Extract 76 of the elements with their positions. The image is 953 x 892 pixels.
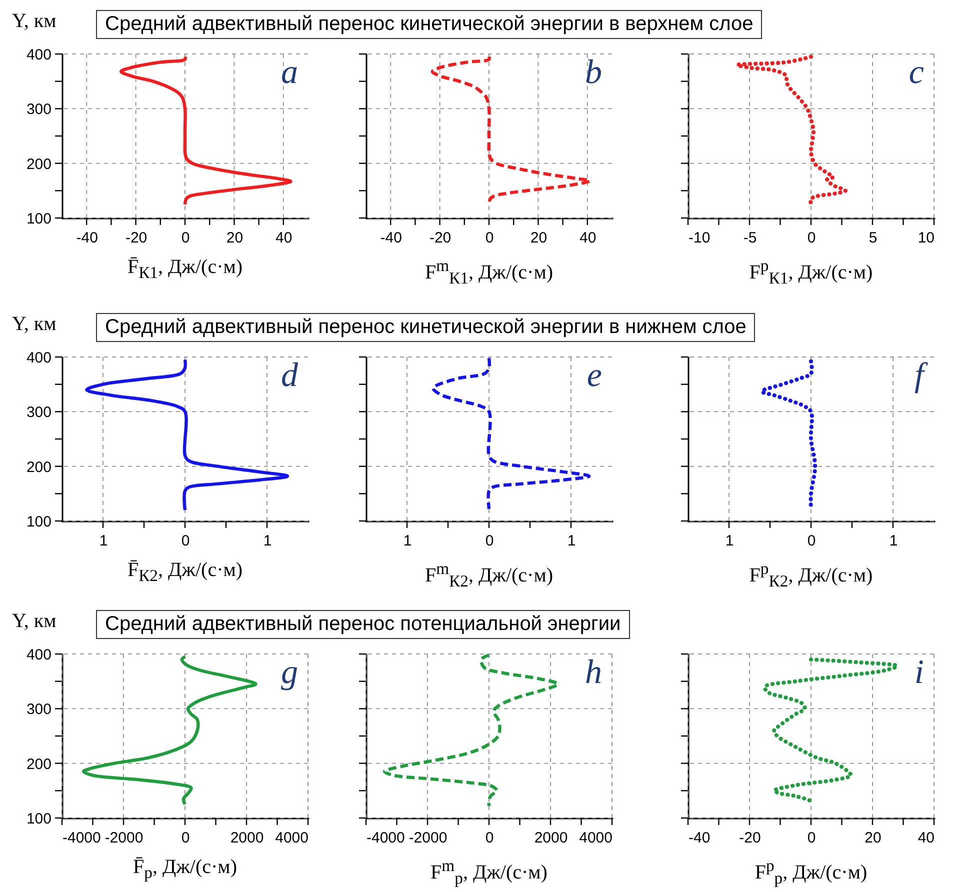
- y-axis-title: Y, км: [12, 313, 56, 336]
- x-tick-label: 0: [181, 532, 190, 550]
- x-tick-label: 4000: [579, 830, 612, 846]
- x-axis-title: F̄$_{К2}$, Дж/(с·м): [126, 559, 244, 586]
- x-tick-label: -5: [743, 230, 757, 246]
- y-tick-label: 200: [26, 756, 52, 773]
- x-tick-label: 4000: [275, 830, 308, 846]
- x-tick-label: -20: [125, 230, 148, 246]
- x-tick-label: 20: [864, 830, 882, 846]
- x-tick-label: -20: [429, 230, 452, 246]
- x-tick-label: -10: [688, 230, 710, 246]
- text: Средний адвективный перенос кинетической энергии в нижнем слое: [96, 313, 756, 342]
- x-tick-label: 40: [918, 830, 934, 846]
- x-tick-label: 1: [99, 532, 108, 550]
- annotation: c: [908, 54, 924, 91]
- x-tick-label: 0: [181, 230, 190, 246]
- x-axis-title: F$^{p}$$_{р}$, Дж/(с·м): [754, 856, 868, 889]
- x-axis-title: F̄$_{К1}$, Дж/(с·м): [126, 256, 244, 283]
- annotation: i: [914, 654, 924, 691]
- x-axis-title: F$^{m}$$_{р}$, Дж/(с·м): [430, 856, 548, 889]
- y-axis-title: Y, км: [12, 610, 56, 633]
- x-tick-label: 20: [530, 230, 548, 246]
- x-tick-label: 10: [918, 230, 934, 246]
- y-tick-label: 300: [26, 701, 52, 718]
- x-tick-label: 1: [725, 532, 734, 550]
- y-tick-label: 200: [26, 458, 52, 476]
- x-tick-label: -20: [739, 830, 761, 846]
- annotation: g: [281, 654, 298, 691]
- y-tick-label: 100: [26, 810, 52, 828]
- x-axis-title: F$^{m}$$_{К2}$, Дж/(с·м): [424, 559, 554, 592]
- text: Средний адвективный перенос потенциальной энергии: [96, 610, 630, 639]
- x-tick-label: -2000: [104, 830, 144, 846]
- x-tick-label: 1: [403, 532, 412, 550]
- y-tick-label: 400: [26, 46, 52, 64]
- x-tick-label: 0: [485, 532, 494, 550]
- x-tick-label: 2000: [534, 830, 568, 846]
- x-tick-label: 0: [807, 532, 816, 550]
- x-tick-label: 0: [485, 830, 494, 846]
- x-tick-label: -4000: [366, 830, 405, 846]
- x-axis-title: F$^{p}$$_{К2}$, Дж/(с·м): [748, 559, 874, 592]
- y-tick-label: 300: [26, 404, 52, 422]
- x-axis-title: F$^{p}$$_{К1}$, Дж/(с·м): [748, 256, 874, 289]
- x-tick-label: 2000: [230, 830, 264, 846]
- x-tick-label: 0: [485, 230, 494, 246]
- x-axis-title: F$^{m}$$_{К1}$, Дж/(с·м): [424, 256, 554, 289]
- x-tick-label: -40: [688, 830, 710, 846]
- x-tick-label: 40: [580, 230, 596, 246]
- annotation: d: [281, 357, 299, 394]
- annotation: b: [585, 54, 602, 91]
- y-tick-label: 100: [26, 514, 52, 530]
- x-axis-title: F̄$_{р}$, Дж/(с·м): [132, 856, 238, 883]
- x-tick-label: -40: [380, 230, 402, 246]
- x-tick-label: -4000: [62, 830, 101, 846]
- y-tick-label: 300: [26, 101, 52, 118]
- x-tick-label: 1: [889, 532, 898, 550]
- y-tick-label: 400: [26, 646, 52, 664]
- x-tick-label: 1: [263, 532, 272, 550]
- y-tick-label: 200: [26, 156, 52, 173]
- y-axis-title: Y, км: [12, 10, 56, 33]
- x-tick-label: 40: [276, 230, 292, 246]
- x-tick-label: 5: [868, 230, 878, 246]
- y-tick-label: 100: [26, 210, 52, 228]
- x-tick-label: 0: [807, 230, 816, 246]
- x-tick-label: -2000: [408, 830, 448, 846]
- annotation: a: [281, 54, 298, 91]
- text: Средний адвективный перенос кинетической энергии в верхнем слое: [96, 10, 762, 39]
- x-tick-label: 1: [567, 532, 576, 550]
- x-tick-label: 0: [807, 830, 816, 846]
- annotation: f: [914, 357, 929, 394]
- annotation: e: [586, 357, 602, 394]
- annotation: h: [585, 654, 602, 691]
- x-tick-label: -40: [76, 230, 98, 246]
- line-series: [82, 655, 258, 806]
- x-tick-label: 20: [226, 230, 244, 246]
- x-tick-label: 0: [181, 830, 190, 846]
- y-tick-label: 400: [26, 350, 52, 366]
